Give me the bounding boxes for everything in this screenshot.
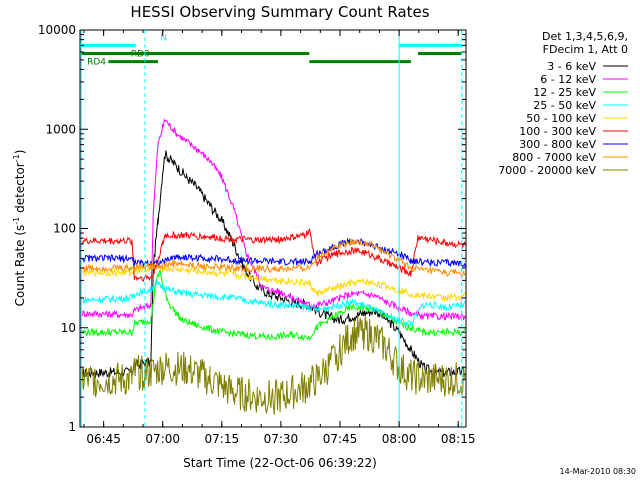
chart-title: HESSI Observing Summary Count Rates	[130, 3, 429, 21]
plot-frame	[79, 29, 467, 428]
state-bar-label: RD0	[131, 49, 150, 59]
legend-header: Det 1,3,4,5,6,9,	[542, 30, 628, 43]
legend-entry-label: 3 - 6 keV	[547, 60, 596, 73]
y-tick-label: 100	[53, 222, 76, 236]
series-line	[82, 279, 466, 328]
y-axis-label: Count Rate (s-1 detector-1)	[12, 150, 27, 307]
x-tick-label: 06:45	[86, 432, 121, 446]
plot-area	[79, 29, 467, 428]
legend-entry-label: 300 - 800 keV	[519, 138, 596, 151]
legend-entry-label: 50 - 100 keV	[526, 112, 596, 125]
legend-header: FDecim 1, Att 0	[543, 43, 628, 56]
series-line	[82, 237, 466, 268]
state-marker: N	[160, 34, 167, 44]
x-tick-label: 08:15	[441, 432, 476, 446]
series-line	[81, 264, 466, 303]
y-axis-label-sup2: -1	[12, 154, 21, 162]
legend-entry-label: 12 - 25 keV	[533, 86, 596, 99]
x-tick-label: 07:15	[205, 432, 240, 446]
state-bar-label: RD4	[87, 58, 106, 68]
x-tick-label: 07:00	[145, 432, 180, 446]
y-axis-label-main: Count Rate (s	[13, 225, 27, 307]
x-tick-label: 08:00	[382, 432, 417, 446]
series-line	[81, 238, 466, 278]
legend-entry-label: 6 - 12 keV	[540, 73, 596, 86]
legend-entry-label: 25 - 50 keV	[533, 99, 596, 112]
series-line	[81, 315, 466, 415]
series-layer	[81, 118, 466, 415]
y-axis-label-end: )	[13, 150, 27, 155]
series-line	[81, 228, 466, 282]
vline-layer	[80, 30, 463, 427]
axis-layer: 06:45 07:00 07:15 07:30 07:45 08:00 08:15 1 10 10…	[38, 23, 476, 446]
state-layer: RD0 RD4 N	[80, 34, 462, 68]
series-line	[81, 118, 466, 321]
legend-entry-label: 100 - 300 keV	[519, 125, 596, 138]
y-tick-label: 1	[68, 420, 76, 434]
x-tick-label: 07:45	[323, 432, 358, 446]
y-axis-label-sup1: -1	[12, 217, 21, 225]
footer-date: 14-Mar-2010 08:30	[560, 467, 637, 476]
y-tick-label: 10	[61, 321, 76, 335]
y-tick-label: 1000	[45, 122, 76, 136]
legend-entry-label: 7000 - 20000 keV	[498, 164, 596, 177]
legend-layer: Det 1,3,4,5,6,9,FDecim 1, Att 0 3 - 6 keV…	[498, 30, 628, 177]
y-axis-label-mid: detector	[13, 162, 27, 217]
legend-entry-label: 800 - 7000 keV	[512, 151, 596, 164]
x-axis-label: Start Time (22-Oct-06 06:39:22)	[183, 456, 377, 470]
x-tick-label: 07:30	[264, 432, 299, 446]
y-tick-label: 10000	[38, 23, 76, 37]
